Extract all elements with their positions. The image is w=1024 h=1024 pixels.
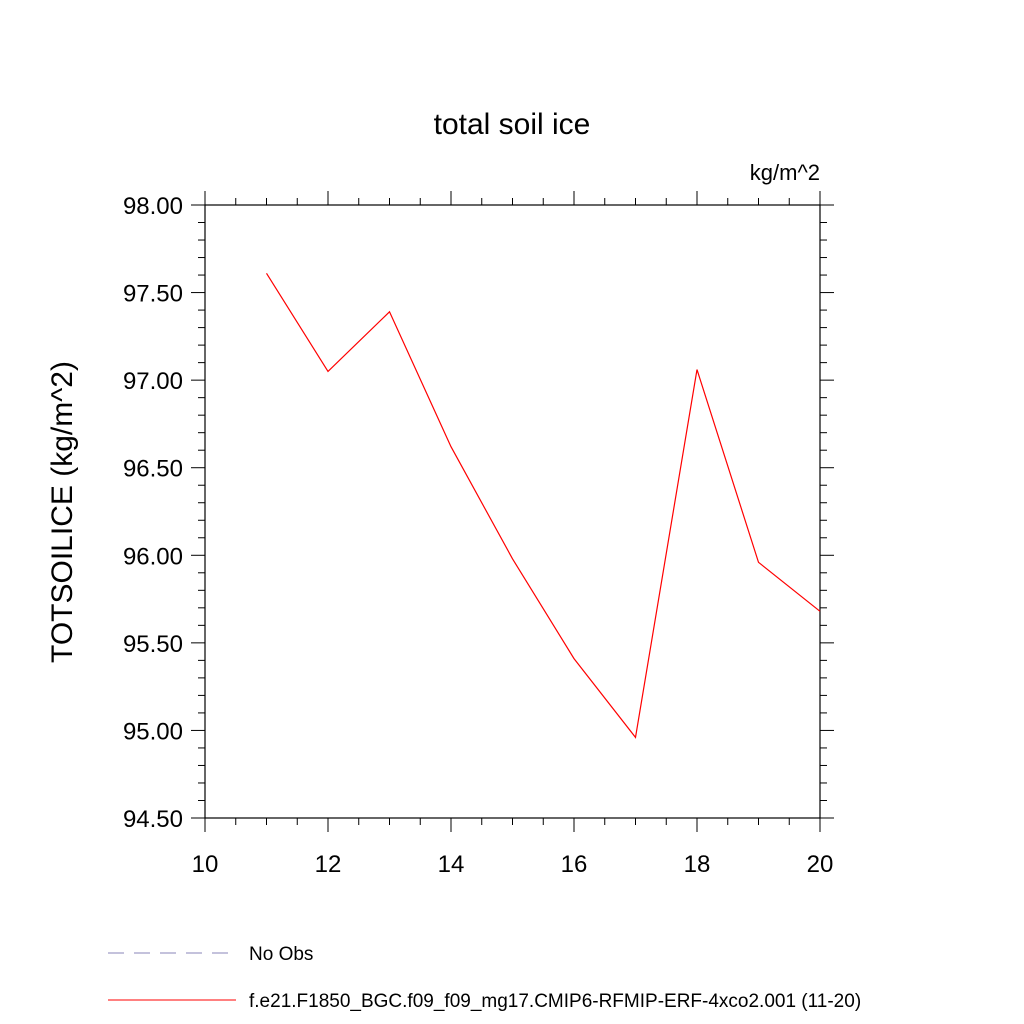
y-tick-label: 96.00 — [123, 543, 183, 570]
series-layer — [265, 272, 821, 739]
axis-ticks: 10 12 14 16 18 20 94.50 95.00 95.50 96.00 96.50 97.… — [123, 191, 834, 878]
plot-border — [204, 204, 821, 819]
y-tick-label: 96.50 — [123, 456, 183, 483]
y-tick-label: 95.50 — [123, 631, 183, 658]
plot-frame — [204, 204, 821, 819]
y-tick-label: 98.00 — [123, 193, 183, 220]
legend-label: No Obs — [249, 944, 313, 965]
chart-title: total soil ice — [434, 108, 591, 141]
legend: No Obs f.e21.F1850_BGC.f09_f09_mg17.CMIP6… — [108, 944, 861, 1012]
x-tick-label: 14 — [438, 851, 465, 878]
x-tick-label: 16 — [561, 851, 588, 878]
series-line — [265, 272, 821, 739]
y-tick-label: 97.00 — [123, 368, 183, 395]
y-tick-label: 94.50 — [123, 806, 183, 833]
x-tick-label: 18 — [684, 851, 711, 878]
y-axis-label: TOTSOILICE (kg/m^2) — [46, 361, 79, 663]
x-tick-label: 12 — [315, 851, 342, 878]
legend-label: f.e21.F1850_BGC.f09_f09_mg17.CMIP6-RFMIP… — [249, 991, 861, 1012]
x-tick-label: 10 — [192, 851, 219, 878]
y-tick-label: 95.00 — [123, 718, 183, 745]
units-label: kg/m^2 — [750, 160, 820, 185]
y-tick-label: 97.50 — [123, 281, 183, 308]
x-tick-label: 20 — [807, 851, 834, 878]
